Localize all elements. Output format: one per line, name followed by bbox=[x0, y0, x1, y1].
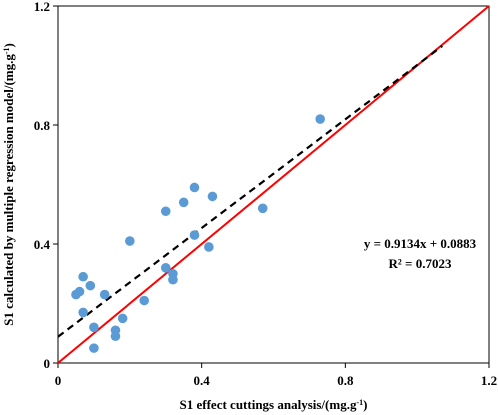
r-squared-label: R² = 0.7023 bbox=[389, 256, 452, 271]
data-point bbox=[117, 313, 128, 324]
x-axis-title-tail: ) bbox=[363, 397, 367, 412]
fit-line-group bbox=[57, 5, 490, 364]
data-point bbox=[189, 182, 200, 193]
y-axis-title-tail: ) bbox=[1, 43, 16, 47]
plot-frame bbox=[57, 5, 490, 364]
data-point bbox=[89, 343, 99, 353]
data-point bbox=[207, 191, 218, 202]
y-tick-label: 1.2 bbox=[34, 0, 50, 14]
x-axis-title-sup: -1 bbox=[356, 398, 363, 407]
x-axis-title: S1 effect cuttings analysis/(mg.g-1) bbox=[180, 397, 368, 412]
regression-fit-line bbox=[57, 45, 443, 338]
data-point bbox=[139, 295, 149, 306]
data-point bbox=[160, 263, 171, 273]
x-tick-label: 0.8 bbox=[337, 373, 354, 388]
data-point bbox=[257, 203, 268, 214]
data-point bbox=[85, 280, 96, 291]
data-point bbox=[89, 322, 99, 333]
data-point bbox=[168, 274, 178, 285]
y-axis-title-main: S1 calculated by multiple regression mod… bbox=[1, 54, 16, 326]
data-point bbox=[160, 206, 171, 217]
y-axis-title-sup: -1 bbox=[2, 47, 11, 54]
x-tick-label: 0 bbox=[55, 373, 62, 388]
y-tick-label: 0 bbox=[44, 356, 51, 371]
data-points bbox=[71, 114, 325, 353]
y-axis-title-group: S1 calculated by multiple regression mod… bbox=[1, 43, 16, 326]
data-point bbox=[125, 236, 135, 246]
x-tick-label: 1.2 bbox=[481, 373, 497, 388]
tick-labels: 0 0.4 0.8 1.2 0 0.4 0.8 1.2 bbox=[34, 0, 497, 388]
data-point bbox=[99, 289, 110, 300]
x-tick-label: 0.4 bbox=[194, 373, 211, 388]
data-point bbox=[78, 271, 88, 282]
data-point bbox=[71, 289, 81, 300]
x-axis-title-main: S1 effect cuttings analysis/(mg.g bbox=[180, 397, 357, 412]
regression-equation: y = 0.9134x + 0.0883 bbox=[364, 236, 477, 251]
data-point bbox=[178, 197, 189, 208]
data-point bbox=[189, 230, 200, 240]
y-tick-label: 0.8 bbox=[34, 118, 51, 133]
data-point bbox=[204, 242, 214, 252]
y-axis-title: S1 calculated by multiple regression mod… bbox=[1, 43, 16, 326]
y-tick-label: 0.4 bbox=[34, 237, 51, 252]
data-point bbox=[78, 307, 88, 318]
data-point bbox=[315, 114, 325, 124]
axes bbox=[53, 5, 490, 368]
data-point bbox=[110, 331, 121, 342]
